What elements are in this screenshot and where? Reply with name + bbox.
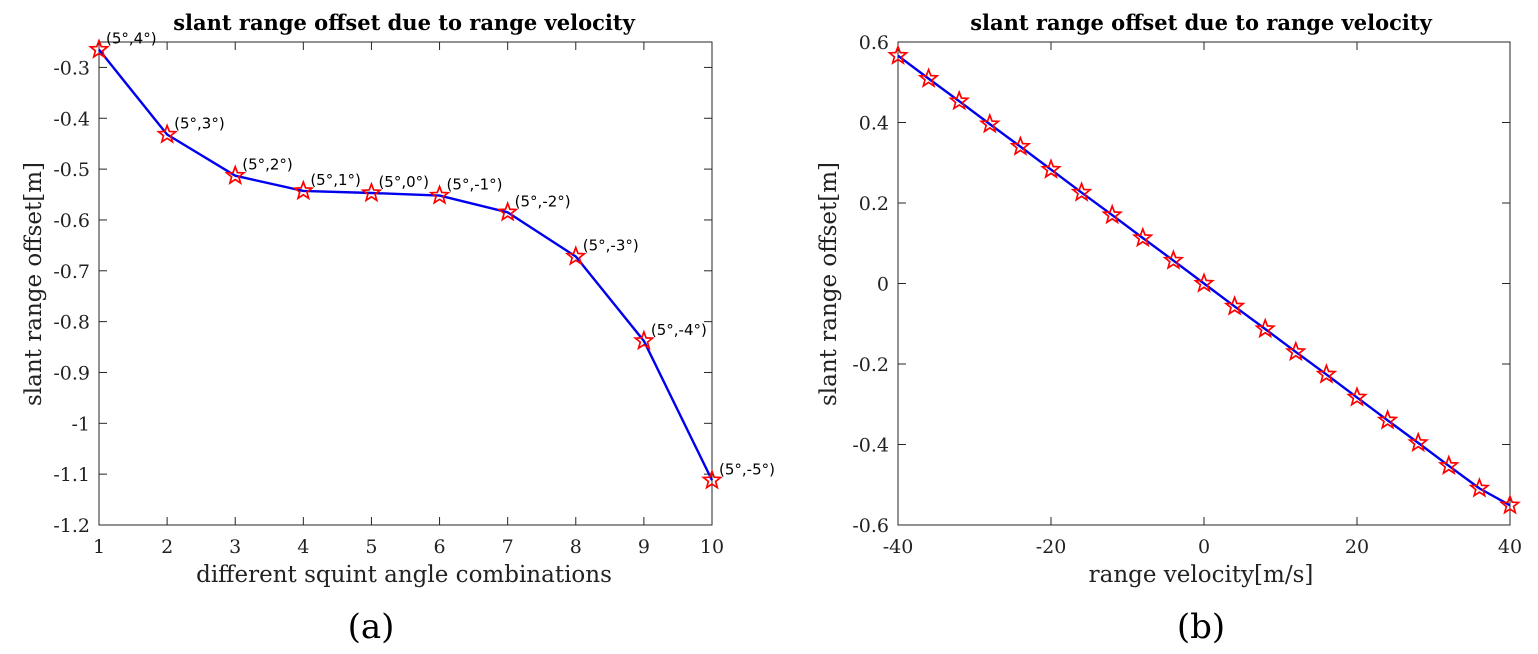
chart-b-panel-label: (b) xyxy=(1177,607,1225,647)
chart-a-point-annotation: (5°,0°) xyxy=(378,173,429,191)
chart-b-ylabel: slant range offset[m] xyxy=(816,162,842,406)
chart-a-xtick-label: 4 xyxy=(297,536,309,558)
chart-b-data-point xyxy=(1101,203,1124,225)
chart-b-data-point xyxy=(1468,476,1491,498)
chart-a-point-annotation: (5°,-4°) xyxy=(651,321,707,339)
chart-a-xtick-label: 1 xyxy=(93,536,105,558)
chart-a-xtick-label: 5 xyxy=(365,536,377,558)
chart-a-xtick-label: 9 xyxy=(638,536,650,558)
chart-b-ytick-label: 0.6 xyxy=(859,32,889,54)
chart-b-data-point xyxy=(1376,408,1399,430)
chart-a-title: slant range offset due to range velocity xyxy=(173,10,635,35)
chart-b-data-point xyxy=(1346,385,1368,407)
chart-a-point-annotation: (5°,2°) xyxy=(242,156,293,174)
chart-a-point-annotation: (5°,-5°) xyxy=(719,460,775,478)
chart-b-data-point xyxy=(948,89,971,111)
chart-b-ytick-label: -0.6 xyxy=(852,515,889,537)
chart-a-data-point xyxy=(633,329,655,351)
chart-a-ytick-label: -0.9 xyxy=(53,362,90,384)
chart-b-data-point xyxy=(1437,454,1460,476)
chart-a-ytick-label: -1 xyxy=(71,413,90,435)
chart-b-data-point xyxy=(1040,158,1062,179)
chart-a-xtick-label: 3 xyxy=(229,536,241,558)
chart-a-point-annotation: (5°,3°) xyxy=(174,115,225,133)
chart-a-ytick-label: -0.8 xyxy=(53,312,90,334)
chart-b-data-point xyxy=(1162,249,1185,270)
chart-b-xtick-label: 0 xyxy=(1198,536,1210,558)
chart-b-xtick-label: -20 xyxy=(1036,536,1067,558)
chart-a-ytick-label: -0.6 xyxy=(53,210,90,232)
chart-b-ytick-label: -0.4 xyxy=(852,435,889,457)
chart-a-data-point xyxy=(360,181,383,203)
chart-a-xtick-label: 2 xyxy=(161,536,173,558)
chart-a-xtick-label: 6 xyxy=(434,536,446,558)
chart-b-data-point xyxy=(1315,363,1338,384)
chart-b-xtick-label: 40 xyxy=(1498,536,1522,558)
chart-a-data-point xyxy=(156,123,178,144)
chart-a-data-point xyxy=(701,468,723,490)
chart-a-data-point xyxy=(88,38,110,59)
chart-a-ytick-label: -1.1 xyxy=(53,464,90,486)
chart-b-plot-area: -40 -20 0 20 40 0.6 0.4 0.2 0 -0.2 -0.4 -0.6 xyxy=(852,32,1522,558)
chart-b-data-point xyxy=(1284,340,1307,362)
chart-b-data-point xyxy=(1193,272,1215,293)
chart-a-ytick-label: -0.4 xyxy=(53,108,90,130)
chart-b-ytick-label: 0.2 xyxy=(859,193,889,215)
chart-a-panel-label: (a) xyxy=(348,607,395,647)
chart-b-data-point xyxy=(1223,295,1246,316)
chart-b-data-point xyxy=(978,112,1001,134)
chart-b-ytick-label: 0.4 xyxy=(859,113,889,135)
chart-a-ytick-label: -1.2 xyxy=(53,515,90,537)
chart-b-data-point xyxy=(1009,135,1032,156)
chart-b-data-point xyxy=(1499,493,1521,515)
chart-a-data-point xyxy=(496,200,519,222)
chart-b-xtick-label: 20 xyxy=(1345,536,1369,558)
chart-b-data-point xyxy=(917,67,940,88)
chart-b-data-point xyxy=(1070,181,1093,202)
chart-a-xtick-label: 10 xyxy=(700,536,724,558)
chart-b-series-line xyxy=(897,54,1511,507)
chart-a-series-line xyxy=(98,48,714,481)
chart-a-data-point xyxy=(428,184,451,205)
chart-b-data-point xyxy=(1131,226,1154,248)
chart-a-xtick-label: 7 xyxy=(502,536,514,558)
chart-a-axes-frame xyxy=(98,41,713,526)
chart-a-ytick-label: -0.5 xyxy=(53,159,90,181)
chart-a-xlabel: different squint angle combinations xyxy=(196,562,612,588)
chart-a-xtick-label: 8 xyxy=(570,536,582,558)
chart-a-ytick-label: -0.7 xyxy=(53,261,90,283)
chart-b-data-point xyxy=(1254,317,1277,339)
chart-a-ylabel: slant range offset[m] xyxy=(21,162,47,406)
chart-b-ytick-label: 0 xyxy=(877,274,889,296)
chart-b-data-point xyxy=(887,44,909,65)
chart-a-point-annotation: (5°,-2°) xyxy=(515,192,571,210)
chart-b-title: slant range offset due to range velocity xyxy=(970,10,1432,35)
chart-b-ytick-label: -0.2 xyxy=(852,354,889,376)
chart-b-xtick-label: -40 xyxy=(883,536,914,558)
chart-a-point-annotation: (5°,4°) xyxy=(106,30,157,48)
chart-b-data-point xyxy=(1407,431,1430,453)
chart-b-xlabel: range velocity[m/s] xyxy=(1089,562,1314,588)
chart-a-point-annotation: (5°,-1°) xyxy=(447,176,503,194)
chart-a-point-annotation: (5°,-3°) xyxy=(583,237,639,255)
chart-a-data-point xyxy=(292,179,315,201)
chart-a-data-point xyxy=(564,245,587,266)
chart-a-point-annotation: (5°,1°) xyxy=(310,171,361,189)
chart-a-data-point xyxy=(224,164,247,185)
chart-a-plot-area: 1 2 3 4 5 6 7 8 9 10 -0.3 -0.4 -0.5 -0.6 -0.7 -0.8 -0.9 -… xyxy=(53,30,775,558)
chart-a-ytick-label: -0.3 xyxy=(53,57,90,79)
